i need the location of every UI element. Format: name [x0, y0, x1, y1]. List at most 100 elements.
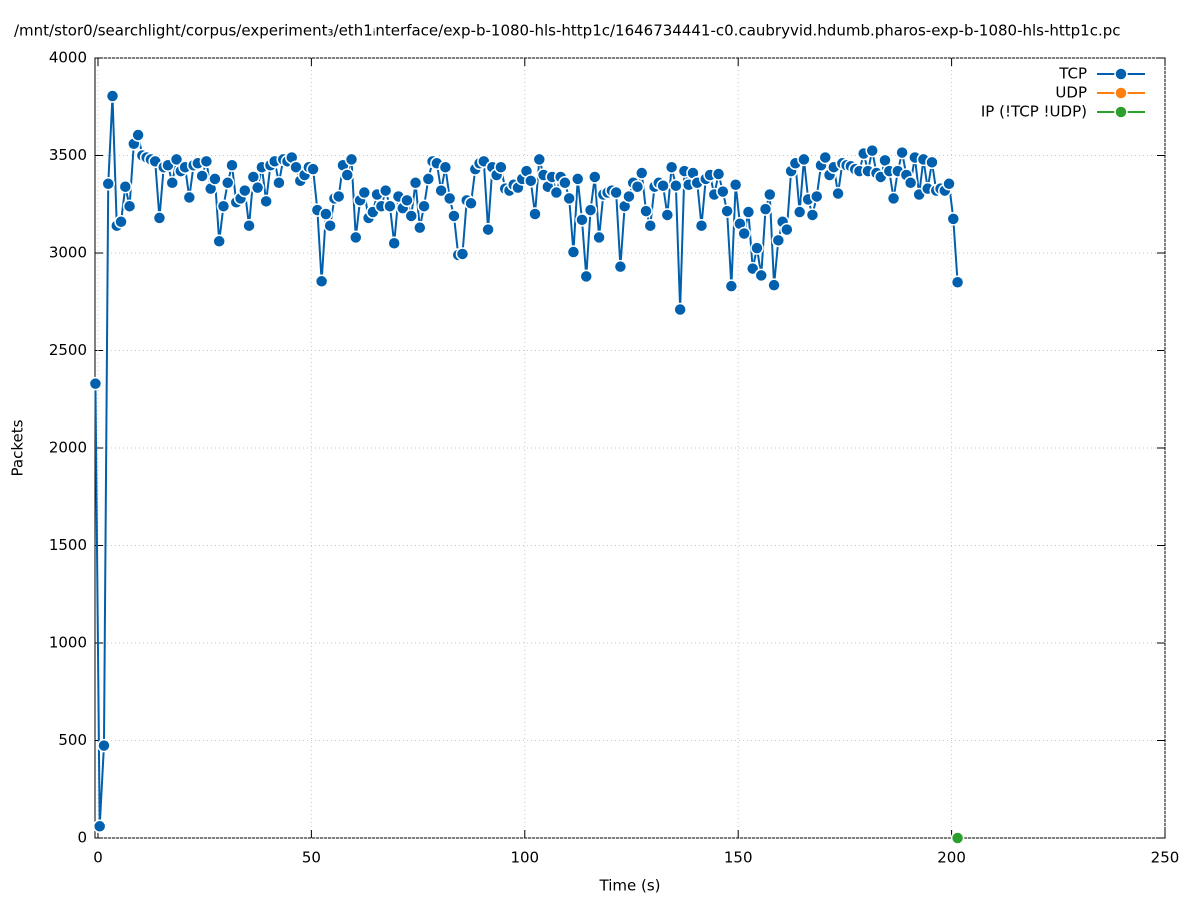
point	[622, 189, 636, 204]
point	[950, 275, 965, 289]
point	[797, 152, 811, 167]
point	[886, 191, 901, 206]
point	[408, 176, 423, 190]
point	[152, 211, 167, 225]
point	[767, 278, 781, 292]
point	[763, 187, 777, 202]
point	[549, 185, 564, 200]
point	[400, 193, 414, 208]
point	[818, 150, 833, 165]
point	[242, 218, 256, 233]
y-axis-label: Packets	[9, 419, 27, 476]
point	[182, 190, 197, 205]
point	[634, 166, 649, 180]
point	[314, 274, 329, 289]
point	[114, 215, 128, 229]
point	[613, 259, 628, 274]
legend-label: TCP	[1058, 65, 1087, 83]
point	[455, 247, 470, 261]
point	[942, 177, 956, 191]
point	[528, 207, 542, 221]
point	[101, 177, 115, 191]
point	[434, 183, 448, 198]
point	[579, 269, 594, 284]
point	[323, 218, 337, 233]
point	[831, 186, 845, 201]
point	[711, 167, 726, 181]
point	[780, 222, 794, 237]
point	[566, 245, 581, 259]
point	[895, 145, 909, 160]
x-tick-label: 200	[937, 849, 966, 867]
x-axis-label: Time (s)	[599, 877, 661, 895]
point	[383, 199, 397, 213]
point	[122, 199, 137, 213]
point	[639, 204, 653, 218]
chart-title: /mnt/stor0/searchlight/corpus/experiment…	[14, 22, 1121, 40]
y-tick-label: 2500	[49, 341, 87, 359]
point	[199, 154, 214, 169]
point	[758, 202, 773, 216]
point	[208, 172, 222, 186]
point	[340, 168, 354, 182]
point	[88, 376, 103, 391]
y-tick-label: 500	[58, 731, 87, 749]
point	[442, 191, 457, 206]
y-tick-label: 1500	[49, 536, 87, 554]
point	[131, 128, 145, 142]
point	[669, 178, 683, 193]
point	[165, 176, 180, 190]
point	[903, 176, 918, 190]
point	[289, 160, 303, 174]
point	[643, 218, 658, 233]
point	[118, 179, 133, 194]
point	[169, 152, 184, 167]
point	[331, 189, 346, 204]
point	[630, 179, 645, 194]
point	[558, 176, 572, 190]
point	[716, 184, 730, 199]
point	[195, 169, 209, 183]
point	[259, 194, 273, 209]
point	[570, 172, 585, 186]
legend-label: IP (!TCP !UDP)	[981, 103, 1087, 121]
point	[592, 230, 606, 245]
point	[438, 160, 453, 174]
point	[447, 209, 461, 223]
point	[809, 189, 824, 204]
point	[344, 152, 359, 167]
point	[349, 230, 363, 245]
point	[413, 220, 427, 235]
point	[92, 819, 107, 834]
legend-marker	[1114, 67, 1128, 81]
point	[105, 89, 120, 103]
point	[728, 178, 743, 192]
legend-marker	[1114, 105, 1128, 119]
x-tick-label: 50	[302, 849, 321, 867]
y-tick-label: 1000	[49, 634, 87, 652]
point	[524, 174, 538, 188]
y-tick-label: 4000	[49, 49, 87, 67]
point	[306, 162, 320, 176]
point	[583, 203, 598, 217]
point	[673, 302, 687, 317]
point	[97, 738, 111, 753]
point	[694, 218, 709, 233]
point	[950, 831, 965, 845]
x-tick-label: 100	[510, 849, 539, 867]
y-tick-label: 3000	[49, 244, 87, 262]
point	[494, 160, 508, 174]
point	[737, 226, 751, 241]
legend-marker	[1114, 86, 1128, 100]
point	[238, 183, 252, 198]
point	[225, 158, 239, 172]
point	[319, 207, 333, 221]
point	[272, 176, 286, 190]
point	[771, 233, 786, 248]
point	[588, 170, 602, 184]
y-tick-label: 3500	[49, 146, 87, 164]
point	[575, 213, 589, 227]
point	[212, 234, 226, 249]
point	[357, 185, 372, 200]
